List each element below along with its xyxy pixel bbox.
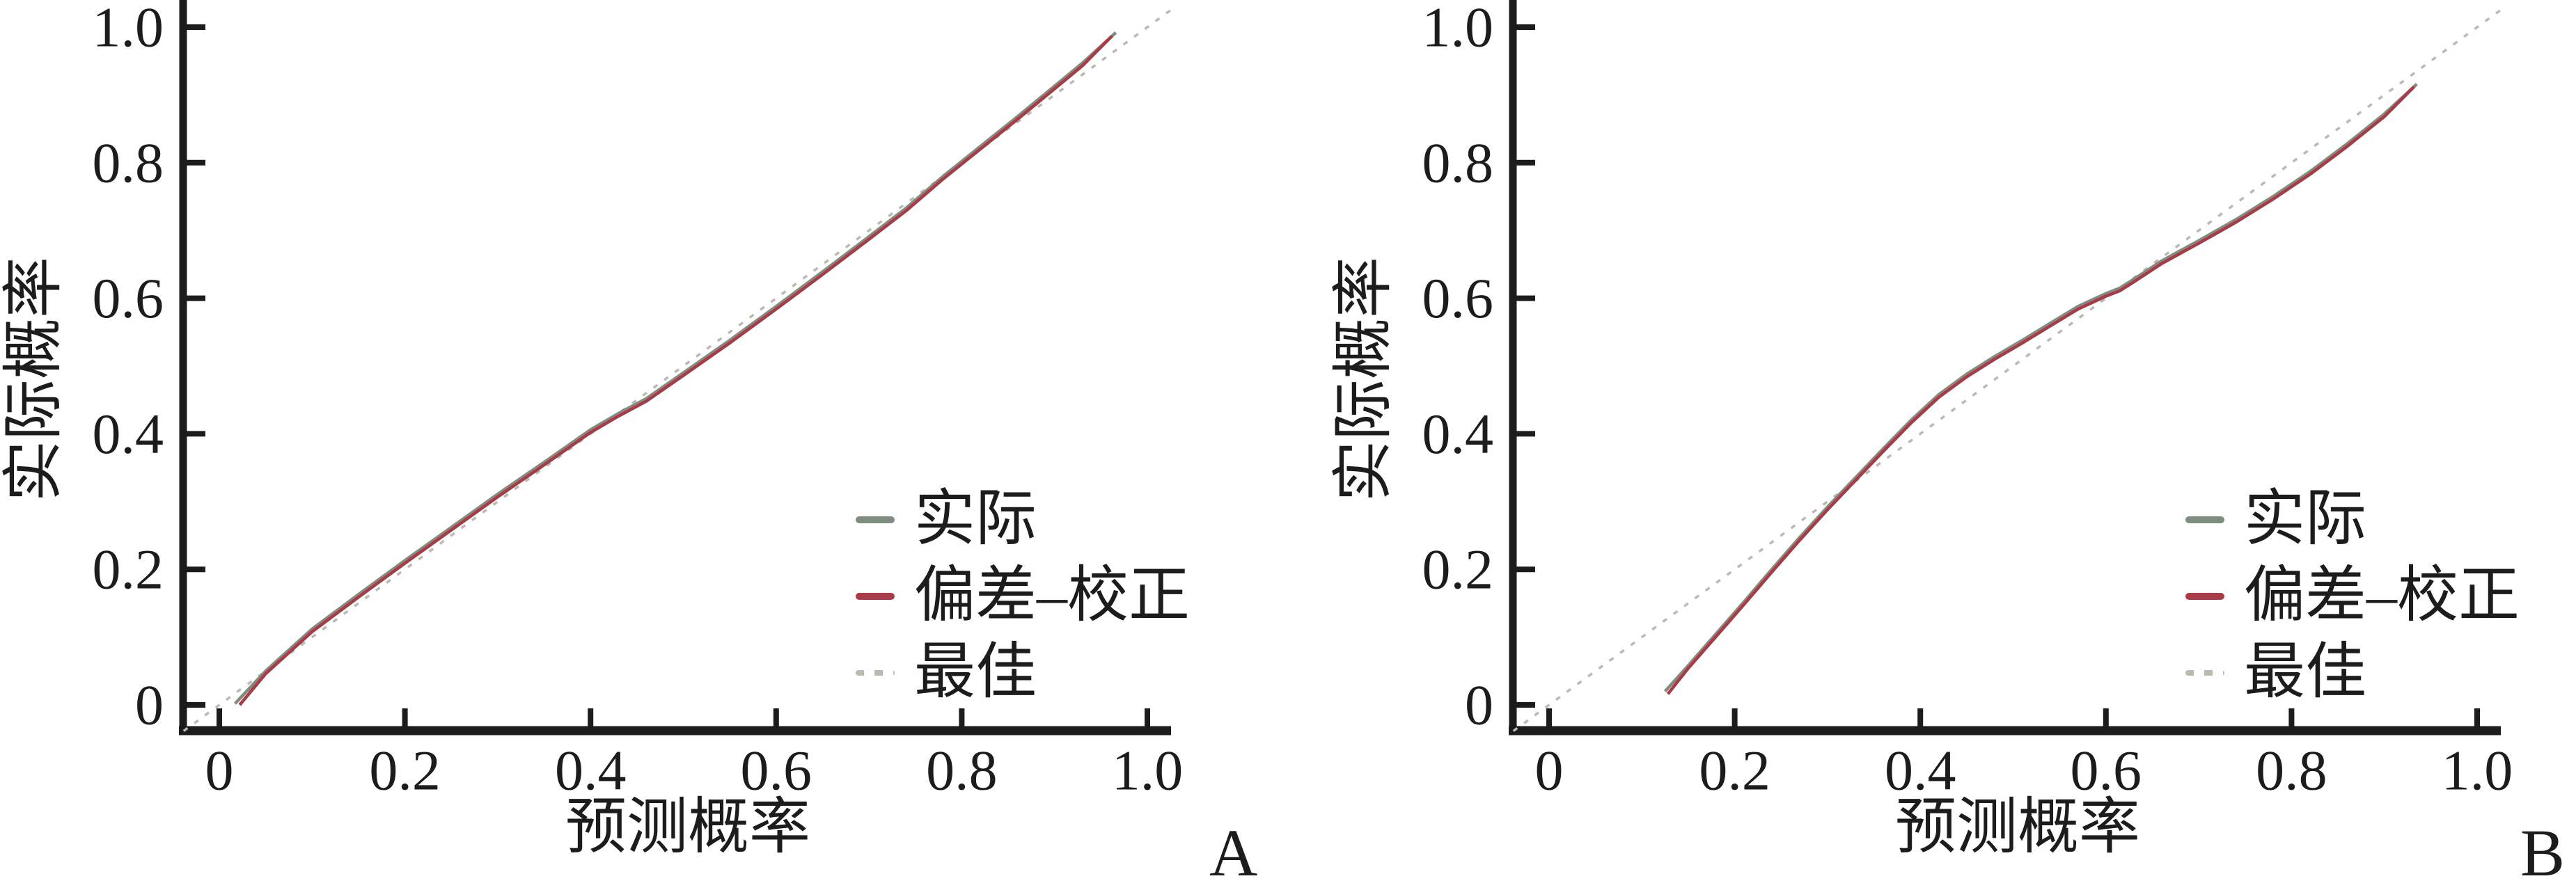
y-tick-label: 0.4 (1422, 402, 1494, 466)
legend-row-ideal: 最佳 (2185, 635, 2520, 711)
y-axis-title-b: 实际概率 (1330, 256, 1398, 502)
legend-label-ideal: 最佳 (2244, 639, 2367, 706)
x-tick-label: 0 (205, 739, 234, 802)
y-axis-title-a: 实际概率 (1, 256, 68, 502)
x-tick-label: 0.2 (369, 739, 441, 802)
y-tick-label: 1.0 (93, 0, 164, 59)
x-tick-label: 0 (1535, 739, 1564, 802)
y-tick-label: 0.2 (1422, 538, 1494, 601)
y-tick-label: 0 (135, 674, 164, 737)
series-ideal (1512, 8, 2502, 732)
y-tick-label: 0.8 (93, 131, 164, 194)
legend-label-bias-corrected: 偏差–校正 (914, 562, 1191, 630)
y-tick-label: 0.2 (93, 538, 164, 601)
y-tick-label: 0.6 (1422, 267, 1494, 330)
legend-row-bias-corrected: 偏差–校正 (856, 558, 1190, 635)
legend-label-apparent: 实际 (914, 486, 1037, 553)
panel-letter-a: A (1209, 816, 1258, 890)
x-tick-label: 0.8 (926, 739, 998, 802)
legend-row-apparent: 实际 (2185, 482, 2520, 558)
legend-swatch-ideal (2185, 670, 2224, 676)
y-tick-label: 0.4 (93, 402, 164, 466)
y-tick-label: 1.0 (1422, 0, 1494, 59)
legend-swatch-apparent (2185, 516, 2224, 523)
x-tick-label: 1.0 (1112, 739, 1184, 802)
x-tick-label: 0.8 (2256, 739, 2327, 802)
x-tick-label: 0.6 (741, 739, 812, 802)
x-tick-label: 0.4 (555, 739, 627, 802)
panel-b-plot: 0 0.2 0.4 0.6 0.8 1.0 0 0.2 0.4 0.6 0.8 1.0 (1422, 0, 2513, 802)
series-bias-corrected (238, 35, 1113, 706)
series-apparent (234, 31, 1117, 705)
y-tick-label: 0.8 (1422, 131, 1494, 194)
x-axis-title-a: 预测概率 (565, 794, 811, 861)
panel-a-plot: 0 0.2 0.4 0.6 0.8 1.0 0 0.2 0.4 0.6 0.8 1.0 (93, 0, 1184, 802)
series-apparent (1663, 83, 2418, 693)
legend-b: 实际 偏差–校正 最佳 (2185, 482, 2520, 711)
legend-label-bias-corrected: 偏差–校正 (2244, 562, 2520, 630)
x-axis-title-b: 预测概率 (1894, 794, 2141, 861)
x-tick-label: 1.0 (2442, 739, 2513, 802)
legend-row-apparent: 实际 (856, 482, 1190, 558)
x-tick-label: 0.2 (1699, 739, 1770, 802)
x-tick-label: 0.6 (2071, 739, 2142, 802)
legend-a: 实际 偏差–校正 最佳 (856, 482, 1190, 711)
panel-letter-b: B (2520, 816, 2566, 890)
legend-label-apparent: 实际 (2244, 486, 2367, 553)
legend-swatch-bias-corrected (2185, 593, 2224, 600)
y-tick-label: 0 (1465, 674, 1493, 737)
legend-swatch-bias-corrected (856, 593, 895, 600)
legend-swatch-apparent (856, 516, 895, 523)
series-bias-corrected (1666, 86, 2415, 695)
x-tick-label: 0.4 (1885, 739, 1956, 802)
legend-row-ideal: 最佳 (856, 635, 1190, 711)
y-tick-label: 0.6 (93, 267, 164, 330)
legend-label-ideal: 最佳 (914, 639, 1037, 706)
legend-swatch-ideal (856, 670, 895, 676)
legend-row-bias-corrected: 偏差–校正 (2185, 558, 2520, 635)
